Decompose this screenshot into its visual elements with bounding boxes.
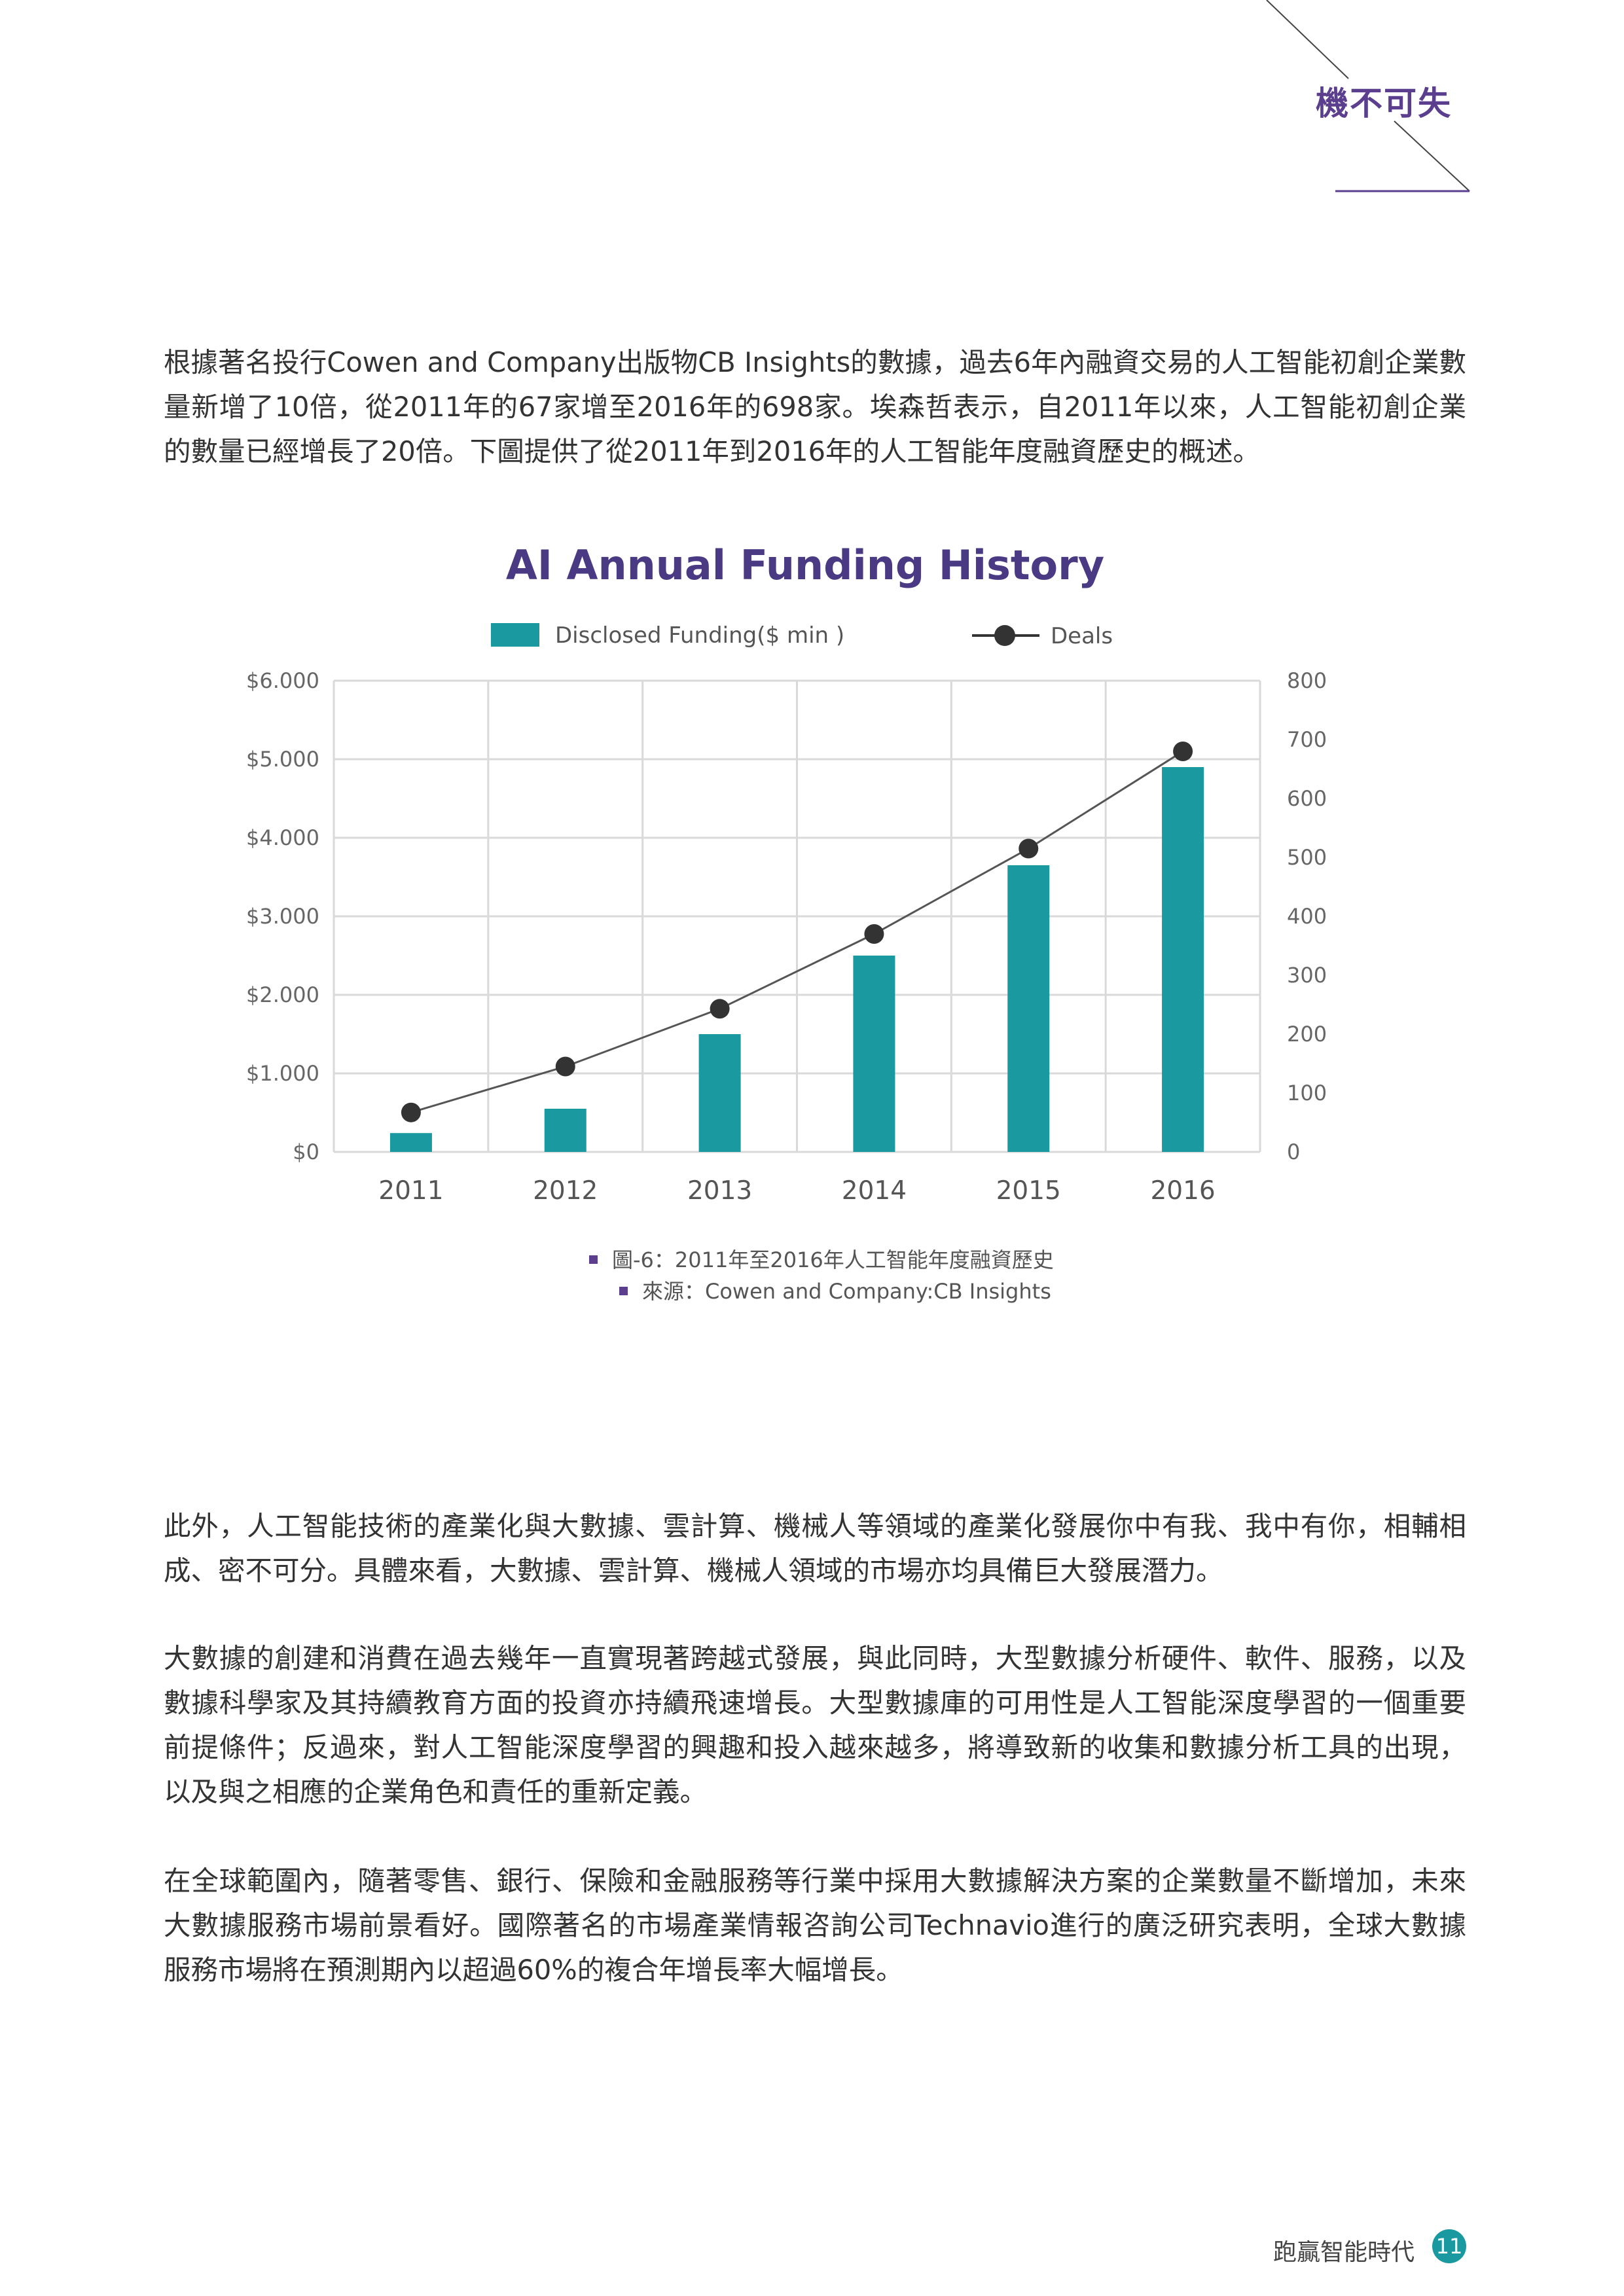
deals-point (1173, 742, 1193, 761)
right-tick-label: 200 (1287, 1022, 1327, 1047)
legend-deals-marker (994, 625, 1015, 646)
left-tick-label: $1.000 (246, 1061, 319, 1086)
x-tick-label: 2014 (842, 1176, 907, 1206)
x-tick-label: 2015 (996, 1176, 1061, 1206)
header-diagonal-bottom (1394, 120, 1470, 192)
funding-bars (389, 767, 1204, 1152)
deals-point (710, 999, 730, 1019)
left-tick-label: $4.000 (246, 825, 319, 850)
right-tick-label: 100 (1287, 1081, 1327, 1105)
funding-bar (544, 1109, 586, 1152)
deals-point (555, 1056, 575, 1077)
left-tick-label: $0 (293, 1139, 319, 1164)
right-tick-label: 400 (1287, 904, 1327, 929)
right-tick-label: 300 (1287, 963, 1327, 988)
funding-chart: AI Annual Funding History Disclosed Fund… (246, 541, 1327, 1206)
footer-title: 跑贏智能時代 (1273, 2239, 1415, 2266)
body-paragraph-3: 在全球範圍內，隨著零售、銀行、保險和金融服務等行業中採用大數據解決方案的企業數量… (164, 1865, 1466, 1986)
right-tick-label: 500 (1287, 845, 1327, 870)
intro-paragraph: 根據著名投行Cowen and Company出版物CB Insights的數據… (164, 346, 1466, 467)
figure-caption-text: 圖-6：2011年至2016年人工智能年度融資歷史 (612, 1247, 1054, 1272)
right-tick-label: 800 (1287, 668, 1327, 693)
page-number: 11 (1432, 2229, 1466, 2263)
left-tick-label: $3.000 (246, 904, 319, 929)
funding-bar (1162, 767, 1204, 1152)
left-tick-label: $5.000 (246, 747, 319, 772)
x-axis-ticks: 2011 2012 2013 2014 2015 2016 (378, 1176, 1215, 1206)
right-axis-ticks: 0 100 200 300 400 500 600 700 800 (1287, 668, 1327, 1164)
body-paragraph-2: 大數據的創建和消費在過去幾年一直實現著跨越式發展，與此同時，大型數據分析硬件、軟… (164, 1642, 1466, 1808)
deals-point (864, 924, 884, 944)
left-tick-label: $6.000 (246, 668, 319, 693)
deals-point (401, 1102, 421, 1122)
x-tick-label: 2013 (687, 1176, 752, 1206)
funding-bar (1007, 865, 1050, 1152)
header-title: 機不可失 (1316, 84, 1452, 122)
funding-bar (698, 1034, 741, 1152)
funding-bar (853, 956, 895, 1152)
deals-point (1019, 838, 1039, 859)
x-tick-label: 2016 (1150, 1176, 1215, 1206)
legend-funding-label: Disclosed Funding($ min ) (555, 622, 844, 649)
funding-bar (389, 1133, 432, 1152)
x-tick-label: 2012 (533, 1176, 598, 1206)
right-tick-label: 600 (1287, 786, 1327, 811)
source-caption-text: 來源：Cowen and Company:CB Insights (642, 1279, 1051, 1304)
chart-title: AI Annual Funding History (506, 541, 1104, 589)
right-tick-label: 700 (1287, 727, 1327, 752)
legend-deals-label: Deals (1051, 623, 1113, 649)
header-decoration (1266, 0, 1470, 192)
deals-line (401, 742, 1193, 1122)
deals-line-path (410, 750, 1183, 1114)
chart-gridlines (333, 679, 1261, 1153)
header-diagonal-top (1266, 0, 1349, 79)
source-caption: 來源：Cowen and Company:CB Insights (619, 1275, 1051, 1305)
figure-caption: 圖-6：2011年至2016年人工智能年度融資歷史 (589, 1244, 1054, 1274)
left-axis-ticks: $0 $1.000 $2.000 $3.000 $4.000 $5.000 $6.000 (246, 668, 319, 1164)
right-tick-label: 0 (1287, 1139, 1300, 1164)
x-tick-label: 2011 (378, 1176, 443, 1206)
caption-bullet (619, 1286, 628, 1295)
caption-bullet (589, 1255, 598, 1264)
body-paragraph-1: 此外，人工智能技術的產業化與大數據、雲計算、機械人等領域的產業化發展你中有我、我… (164, 1510, 1466, 1587)
left-tick-label: $2.000 (246, 982, 319, 1007)
legend-funding-swatch (491, 623, 539, 647)
